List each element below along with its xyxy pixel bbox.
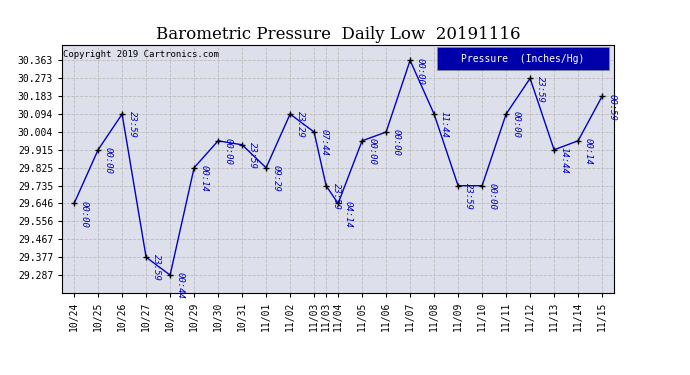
Text: 07:44: 07:44: [319, 129, 328, 156]
Text: 23:59: 23:59: [128, 111, 137, 138]
Text: Pressure  (Inches/Hg): Pressure (Inches/Hg): [462, 54, 584, 64]
Text: 00:00: 00:00: [79, 201, 88, 228]
Text: 23:59: 23:59: [535, 75, 544, 102]
Text: 00:00: 00:00: [415, 58, 424, 84]
Text: Copyright 2019 Cartronics.com: Copyright 2019 Cartronics.com: [63, 50, 219, 59]
Title: Barometric Pressure  Daily Low  20191116: Barometric Pressure Daily Low 20191116: [156, 27, 520, 44]
Text: 14:44: 14:44: [560, 147, 569, 174]
Text: 00:00: 00:00: [224, 138, 233, 165]
FancyBboxPatch shape: [437, 48, 609, 70]
Text: 00:00: 00:00: [488, 183, 497, 210]
Text: 00:00: 00:00: [392, 129, 401, 156]
Text: 23:59: 23:59: [464, 183, 473, 210]
Text: 11:44: 11:44: [440, 111, 449, 138]
Text: 23:29: 23:29: [295, 111, 305, 138]
Text: 00:14: 00:14: [584, 138, 593, 165]
Text: 23:59: 23:59: [332, 183, 341, 210]
Text: 23:59: 23:59: [248, 142, 257, 169]
Text: 23:59: 23:59: [152, 254, 161, 281]
Text: 00:59: 00:59: [608, 93, 617, 120]
Text: 00:44: 00:44: [176, 272, 185, 299]
Text: 00:14: 00:14: [199, 165, 208, 192]
Text: 09:29: 09:29: [272, 165, 281, 192]
Text: 00:00: 00:00: [368, 138, 377, 165]
Text: 00:00: 00:00: [512, 111, 521, 138]
Text: 04:14: 04:14: [344, 201, 353, 228]
Text: 00:00: 00:00: [104, 147, 112, 174]
